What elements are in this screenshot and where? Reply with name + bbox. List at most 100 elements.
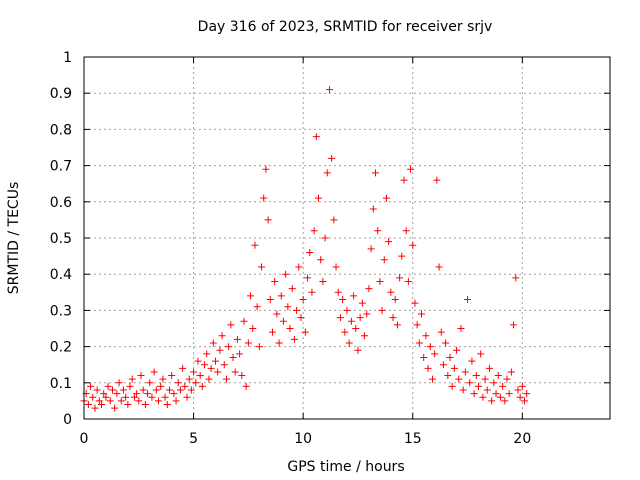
data-point bbox=[310, 227, 318, 235]
y-tick-label: 0.4 bbox=[50, 267, 72, 283]
data-point bbox=[315, 194, 323, 202]
data-point bbox=[258, 263, 266, 271]
data-point bbox=[111, 404, 119, 412]
data-point bbox=[144, 390, 152, 398]
data-point bbox=[198, 382, 206, 390]
data-point bbox=[472, 372, 480, 380]
data-point bbox=[470, 390, 478, 398]
data-point bbox=[192, 379, 200, 387]
data-point bbox=[330, 216, 338, 224]
data-point bbox=[128, 375, 136, 383]
data-point bbox=[288, 285, 296, 293]
data-point bbox=[231, 368, 239, 376]
data-point bbox=[137, 372, 145, 380]
data-point bbox=[361, 332, 369, 340]
data-point bbox=[176, 386, 184, 394]
data-point bbox=[93, 386, 101, 394]
data-point bbox=[247, 292, 255, 300]
data-point bbox=[190, 368, 198, 376]
data-point bbox=[273, 310, 281, 318]
data-point bbox=[130, 393, 138, 401]
data-point bbox=[205, 375, 213, 383]
data-point bbox=[194, 357, 202, 365]
data-point bbox=[464, 296, 472, 304]
data-point bbox=[435, 263, 443, 271]
data-point bbox=[369, 205, 377, 213]
data-point bbox=[358, 299, 366, 307]
data-point bbox=[367, 245, 375, 253]
data-point bbox=[301, 328, 309, 336]
data-point bbox=[225, 343, 233, 351]
data-point bbox=[512, 274, 520, 282]
data-point bbox=[385, 238, 393, 246]
y-tick-label: 0.3 bbox=[50, 303, 72, 319]
data-point bbox=[102, 393, 110, 401]
data-point bbox=[236, 350, 244, 358]
data-point bbox=[514, 386, 522, 394]
data-point bbox=[475, 382, 482, 390]
data-point bbox=[396, 274, 404, 282]
data-point bbox=[196, 372, 204, 380]
data-point bbox=[249, 325, 257, 332]
data-point bbox=[448, 382, 456, 390]
data-point bbox=[141, 401, 149, 409]
data-point bbox=[328, 154, 336, 162]
data-point bbox=[510, 321, 518, 329]
data-point bbox=[179, 364, 187, 372]
data-point bbox=[255, 343, 263, 351]
data-point bbox=[516, 393, 524, 401]
y-tick-label: 0.1 bbox=[50, 376, 72, 392]
data-point bbox=[365, 285, 373, 293]
data-point bbox=[378, 306, 386, 314]
data-point bbox=[418, 310, 426, 318]
data-point bbox=[119, 386, 127, 394]
data-point bbox=[339, 296, 347, 304]
data-point bbox=[279, 317, 287, 325]
y-tick-label: 0.8 bbox=[50, 122, 72, 138]
data-point bbox=[404, 277, 412, 285]
data-point bbox=[146, 379, 154, 387]
data-point bbox=[159, 375, 167, 383]
data-point bbox=[499, 382, 507, 390]
data-point bbox=[521, 397, 529, 405]
data-point bbox=[297, 314, 305, 322]
data-point bbox=[518, 382, 526, 390]
data-point bbox=[220, 361, 228, 369]
data-point bbox=[391, 296, 399, 304]
data-point bbox=[295, 263, 303, 271]
y-tick-label: 0.6 bbox=[50, 195, 72, 211]
y-axis: 0 0.1 0.2 0.3 0.4 0.5 0.6 0.7 0.8 0.9 1 bbox=[50, 50, 610, 428]
data-point bbox=[209, 339, 217, 347]
data-point bbox=[222, 375, 230, 383]
data-point bbox=[420, 353, 428, 361]
data-point bbox=[336, 314, 344, 322]
data-point bbox=[155, 397, 163, 405]
data-point bbox=[115, 379, 123, 387]
x-axis: 0 5 10 15 20 bbox=[80, 57, 531, 447]
data-point bbox=[477, 350, 485, 358]
data-point bbox=[201, 361, 209, 369]
data-point bbox=[227, 321, 235, 329]
data-point bbox=[262, 165, 270, 173]
y-tick-label: 0.7 bbox=[50, 159, 72, 175]
data-point bbox=[345, 339, 353, 347]
chart-title: Day 316 of 2023, SRMTID for receiver srj… bbox=[198, 19, 493, 35]
data-point bbox=[466, 379, 474, 387]
data-point bbox=[91, 404, 99, 412]
data-point bbox=[251, 241, 259, 249]
data-point bbox=[325, 86, 333, 94]
data-point bbox=[100, 390, 108, 398]
data-point bbox=[168, 372, 176, 380]
data-point bbox=[439, 361, 447, 369]
y-tick-label: 0 bbox=[63, 412, 72, 428]
data-point bbox=[400, 176, 408, 184]
data-point bbox=[409, 241, 417, 249]
data-point bbox=[203, 350, 211, 358]
x-tick-label: 0 bbox=[80, 431, 89, 447]
data-point bbox=[437, 328, 445, 336]
data-point bbox=[380, 256, 388, 264]
data-point bbox=[459, 386, 467, 394]
data-point bbox=[323, 169, 331, 177]
data-point bbox=[319, 277, 327, 285]
data-point bbox=[275, 339, 283, 347]
